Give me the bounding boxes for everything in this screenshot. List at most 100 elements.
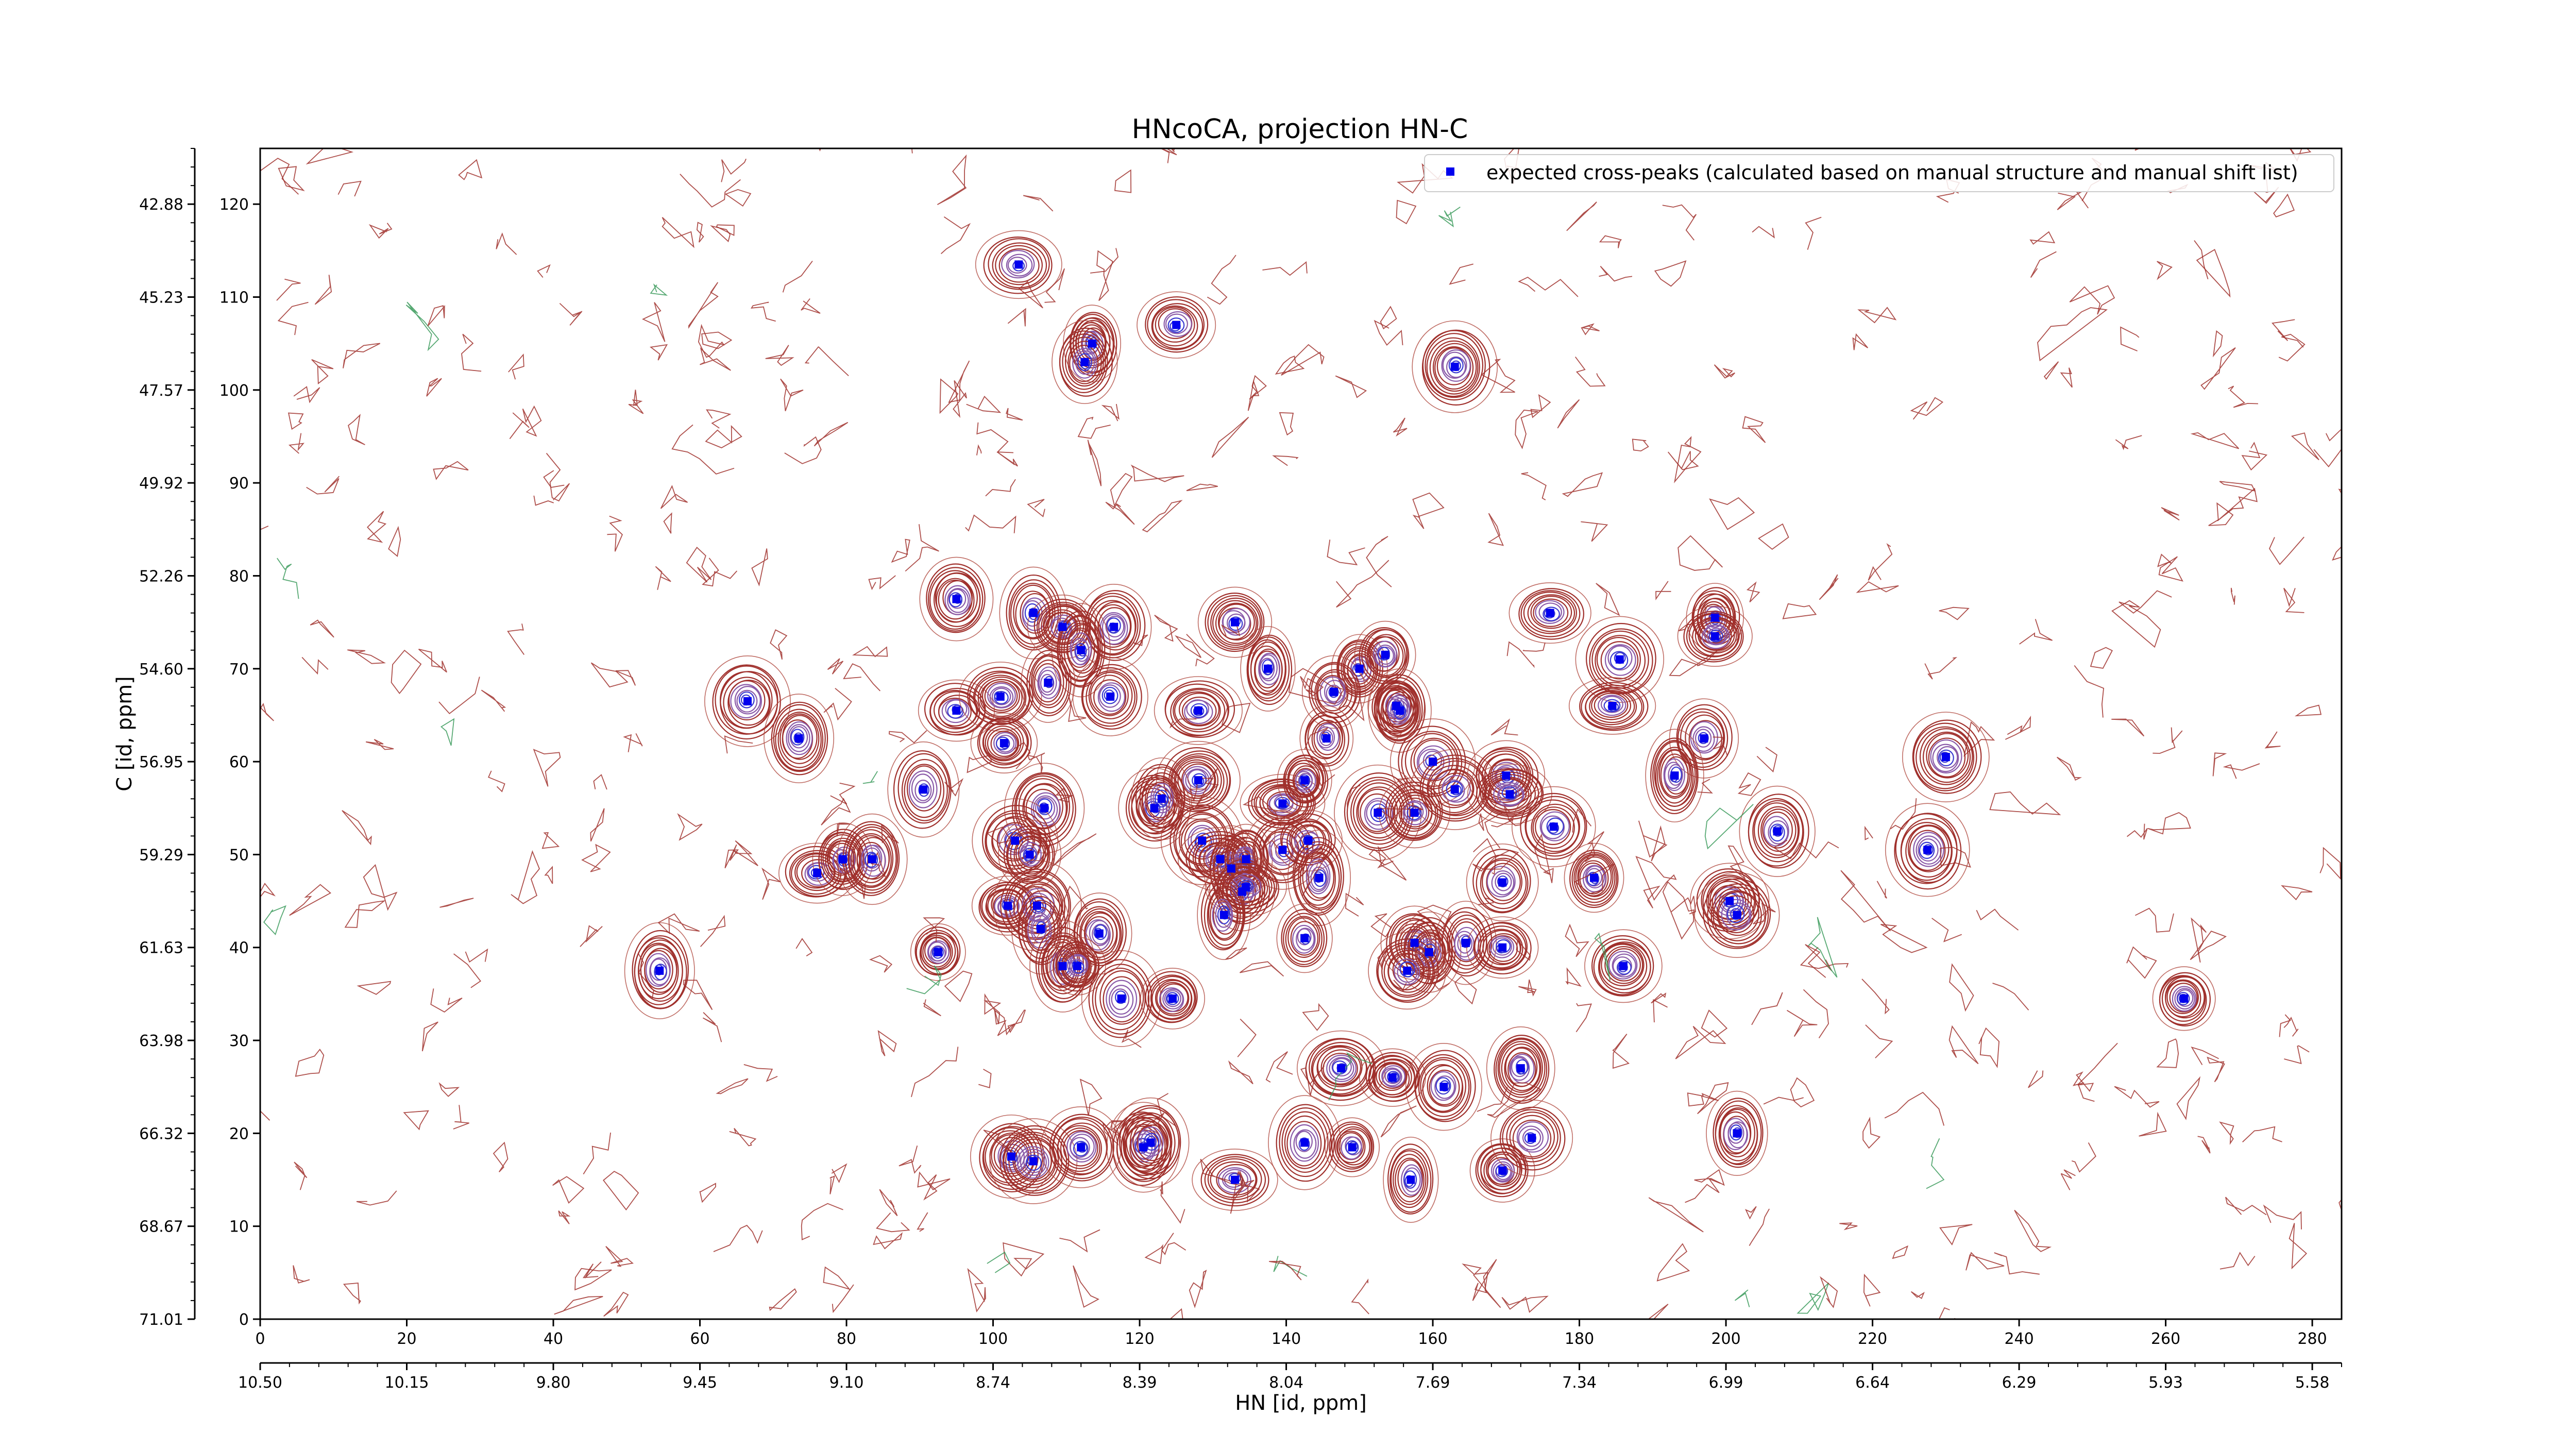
contour-envelope xyxy=(992,860,1082,952)
noise-contour xyxy=(1478,813,1484,831)
contour-envelope xyxy=(1575,616,1665,703)
x-ppm-tick-label: 9.80 xyxy=(536,1374,571,1392)
contour-ring xyxy=(790,729,805,746)
x-ppm-tick-label: 6.99 xyxy=(1709,1374,1743,1392)
contour-ring xyxy=(1912,719,1982,794)
y-tick-label: 30 xyxy=(229,1032,249,1050)
contour-ring xyxy=(1162,988,1184,1009)
contour-ring xyxy=(1200,876,1246,951)
contour-ring xyxy=(1155,307,1195,343)
cross-peak-marker xyxy=(1172,321,1181,329)
noise-contour xyxy=(1247,379,1260,411)
contour-ring xyxy=(1190,703,1208,718)
noise-contour xyxy=(1023,195,1054,212)
noise-contour xyxy=(1594,932,1611,981)
contour-ring xyxy=(1762,812,1793,849)
noise-contour xyxy=(1501,1295,1549,1313)
contour-ring xyxy=(1532,806,1575,849)
contour-ring xyxy=(1701,871,1760,930)
contour-ring xyxy=(985,726,1022,761)
contour-ring xyxy=(1030,915,1050,943)
cross-peak-marker xyxy=(1197,836,1206,845)
contour-ring xyxy=(2165,979,2201,1018)
contour-ring xyxy=(1429,340,1479,395)
noise-contour xyxy=(1861,979,1890,1015)
noise-contour xyxy=(804,346,849,377)
contour-ring xyxy=(1494,1034,1550,1104)
contour-envelope xyxy=(1564,843,1624,913)
contour-ring xyxy=(1663,758,1685,791)
noise-contour xyxy=(1186,634,1215,667)
contour-ring xyxy=(1937,746,1958,769)
cross-peak-markers xyxy=(655,260,2189,1184)
x-ppm-tick-label: 7.34 xyxy=(1562,1374,1597,1392)
contour-ring xyxy=(1188,824,1217,857)
contour-envelope xyxy=(837,813,908,905)
noise-contour xyxy=(310,619,334,638)
contour-ring xyxy=(1114,990,1127,1004)
contour-ring xyxy=(1207,1158,1262,1201)
contour-ring xyxy=(1757,806,1799,856)
contour-ring xyxy=(1752,800,1804,863)
contour-ring xyxy=(738,691,755,709)
noise-contour xyxy=(465,948,488,963)
contour-ring xyxy=(1099,970,1144,1025)
noise-contour xyxy=(2319,847,2341,880)
noise-contour xyxy=(278,166,305,192)
noise-contour xyxy=(1194,767,1219,810)
contour-ring xyxy=(1286,820,1332,864)
noise-contour xyxy=(1079,1079,1103,1116)
contour-ring xyxy=(1392,700,1409,720)
y-tick-label: 80 xyxy=(229,567,249,585)
contour-ring xyxy=(1390,698,1410,723)
contour-ring xyxy=(1285,916,1323,963)
contour-ring xyxy=(1147,974,1197,1023)
contour-ring xyxy=(1030,655,1067,709)
contour-ring xyxy=(1376,681,1421,740)
noise-contour xyxy=(1160,148,1177,163)
contour-ring xyxy=(1385,691,1416,732)
contour-ring xyxy=(1448,357,1464,374)
noise-contour xyxy=(801,298,821,314)
contour-ring xyxy=(1059,616,1101,682)
noise-contour xyxy=(2217,487,2258,521)
contour-ring xyxy=(1103,976,1141,1023)
noise-contour xyxy=(1454,975,1477,1005)
contour-envelope xyxy=(2152,966,2216,1031)
contour-envelope xyxy=(970,713,1038,773)
contour-ring xyxy=(1497,875,1509,888)
noise-contour xyxy=(2158,556,2183,582)
noise-contour xyxy=(1892,1245,1909,1259)
contour-ring xyxy=(1599,942,1648,990)
contour-ring xyxy=(1916,726,1975,789)
contour-ring xyxy=(1069,312,1117,377)
noise-contour xyxy=(1862,1117,1881,1149)
y-tick-label: 10 xyxy=(229,1218,249,1236)
noise-contour xyxy=(1130,464,1184,482)
noise-contour xyxy=(1656,1243,1690,1282)
contour-ring xyxy=(1600,696,1623,713)
x-tick-label: 120 xyxy=(1125,1330,1154,1348)
x-ppm-tick-label: 5.58 xyxy=(2295,1374,2330,1392)
noise-contour xyxy=(2223,763,2260,779)
noise-contour xyxy=(1910,397,1944,420)
contour-ring xyxy=(1594,693,1629,718)
contour-ring xyxy=(1441,349,1471,382)
noise-contour xyxy=(1222,702,1251,733)
cross-peak-marker xyxy=(1230,618,1239,627)
contour-ring xyxy=(1140,1130,1161,1154)
contour-ring xyxy=(1461,935,1471,948)
contour-ring xyxy=(1710,886,1767,945)
contour-ring xyxy=(1069,345,1099,382)
contour-ring xyxy=(1518,1125,1544,1151)
noise-contour xyxy=(2313,429,2342,468)
cross-peak-marker xyxy=(1230,1175,1239,1184)
y-tick-label: 0 xyxy=(239,1311,249,1329)
cross-peak-marker xyxy=(1007,1152,1016,1161)
cross-peak-marker xyxy=(1242,883,1250,891)
noise-contour xyxy=(1910,1291,1925,1300)
x-tick-label: 0 xyxy=(255,1330,265,1348)
cross-peak-marker xyxy=(1528,1134,1536,1142)
contour-ring xyxy=(1457,934,1473,954)
